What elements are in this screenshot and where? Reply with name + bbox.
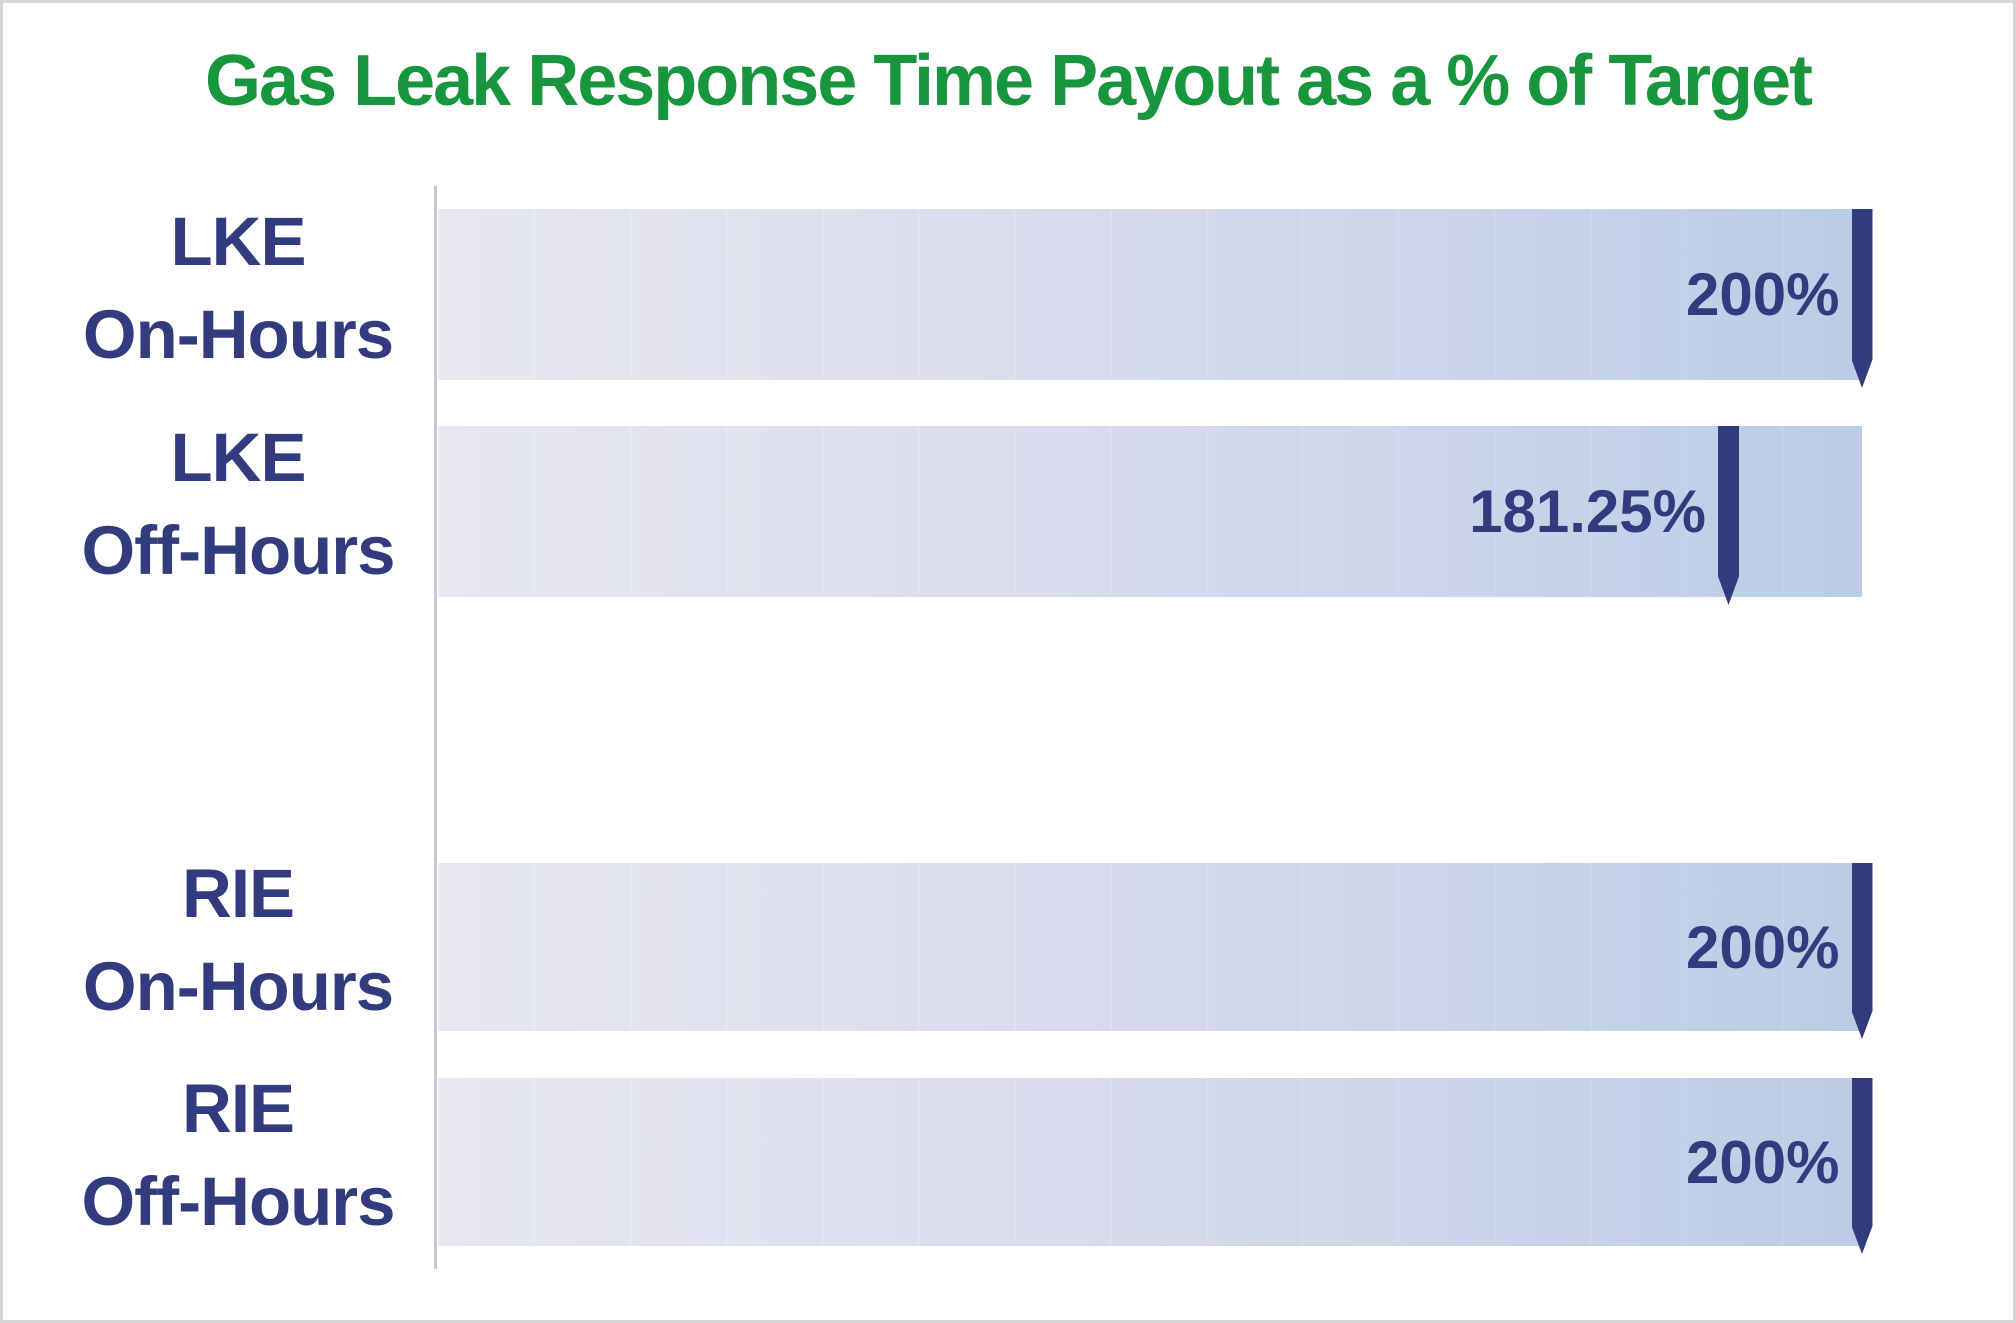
bar-track [438,426,1862,597]
category-label-line2: Off-Hours [81,512,396,589]
bar-track [438,1078,1862,1246]
value-pin-marker-icon [1718,426,1739,605]
chart-title: Gas Leak Response Time Payout as a % of … [205,41,1813,121]
value-pin-marker-icon [1851,863,1873,1039]
category-label-line1: LKE [170,203,307,280]
value-label: 200% [1686,261,1840,328]
bar-row: 200% [438,209,1873,388]
category-label-line2: Off-Hours [81,1163,396,1240]
category-label-lke-off-hours: LKE Off-Hours [38,411,438,597]
category-label-line2: On-Hours [82,296,394,373]
category-label-lke-on-hours: LKE On-Hours [38,195,438,381]
value-label: 200% [1686,913,1840,981]
category-label-line1: RIE [181,1070,295,1147]
bar-track [438,863,1862,1031]
value-pin-marker-icon [1851,209,1873,388]
bar-row: 200% [438,863,1873,1039]
value-label: 181.25% [1469,478,1706,545]
category-label-rie-off-hours: RIE Off-Hours [38,1062,438,1248]
category-label-rie-on-hours: RIE On-Hours [38,847,438,1033]
category-label-line1: LKE [170,419,307,496]
bar-row: 200% [438,1078,1873,1254]
value-label: 200% [1686,1128,1840,1196]
value-pin-marker-icon [1851,1078,1873,1254]
y-axis-line [434,186,437,1269]
bar-track [438,209,1862,380]
category-label-line2: On-Hours [82,948,394,1025]
bar-row: 181.25% [438,426,1862,605]
category-label-line1: RIE [181,855,295,932]
